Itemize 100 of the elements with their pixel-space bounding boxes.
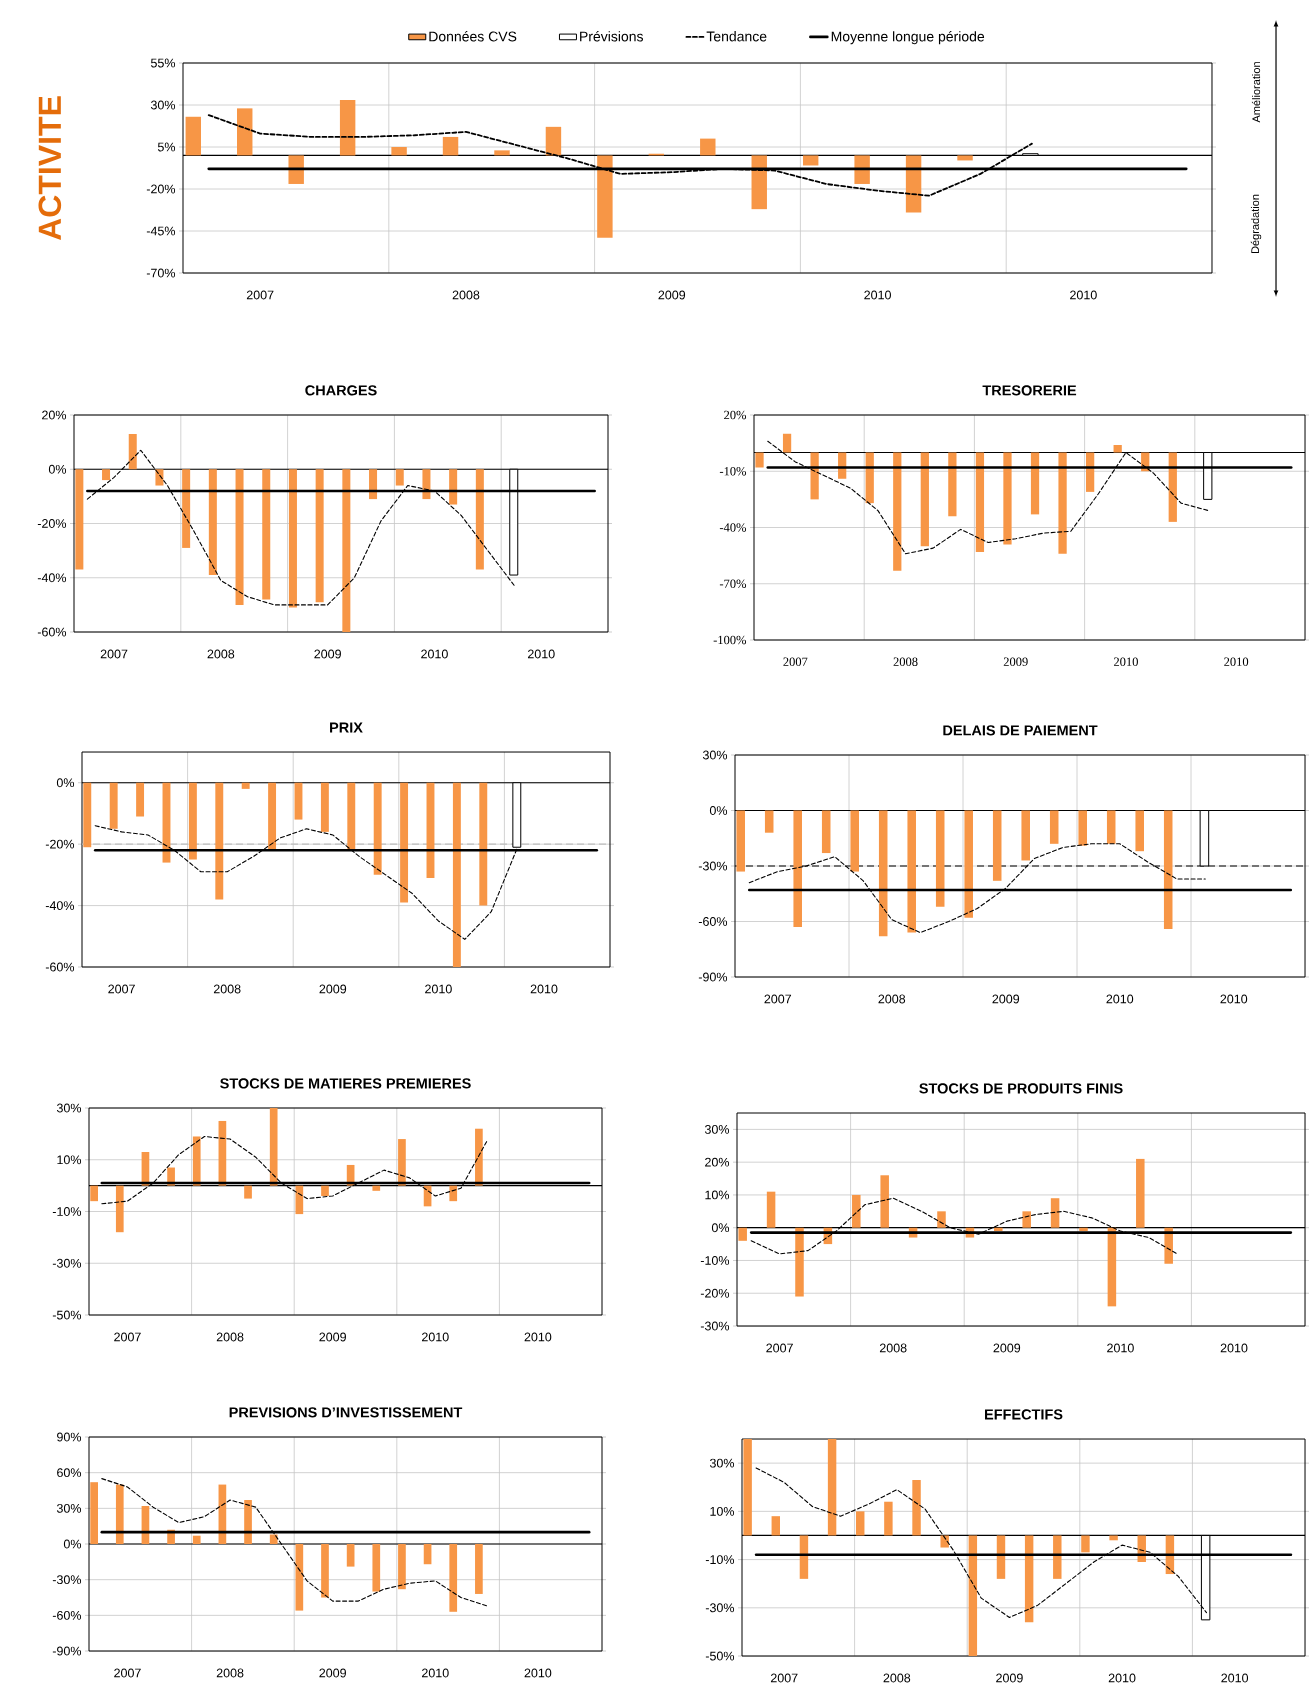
y-tick-label: -50% <box>52 1310 82 1320</box>
chart-title: STOCKS DE PRODUITS FINIS <box>919 1083 1123 1094</box>
y-tick-label: -60% <box>45 962 75 972</box>
y-tick-label: 10% <box>57 1155 82 1165</box>
bar <box>827 1439 837 1536</box>
legend-label: Moyenne longue période <box>831 31 985 45</box>
bar <box>771 1516 781 1536</box>
x-tick-label: 2007 <box>246 290 274 300</box>
bar <box>743 1439 752 1536</box>
bar <box>940 1535 949 1548</box>
bar <box>994 1227 1003 1231</box>
bar <box>115 1185 124 1233</box>
bar <box>1003 452 1012 545</box>
y-tick-label: -10% <box>719 467 747 476</box>
x-tick-label: 2008 <box>216 1668 244 1678</box>
y-tick-label: -40% <box>37 573 67 583</box>
x-tick-label: 2010 <box>425 984 452 994</box>
bar <box>1113 445 1122 453</box>
y-tick-label: -70% <box>146 268 176 278</box>
y-tick-label: -90% <box>698 972 728 982</box>
y-tick-label: 10% <box>705 1190 730 1200</box>
y-tick-label: -20% <box>37 519 67 528</box>
chart-title: CHARGES <box>305 385 377 396</box>
x-tick-label: 2008 <box>883 1673 911 1683</box>
y-tick-label: -30% <box>698 861 728 871</box>
y-tick-label: 30% <box>150 100 176 110</box>
x-tick-label: 2010 <box>1108 1673 1136 1683</box>
y-tick-label: -40% <box>45 901 75 911</box>
chart-title: PREVISIONS D’INVESTISSEMENT <box>229 1407 463 1418</box>
x-tick-label: 2010 <box>864 290 891 300</box>
bar <box>1030 452 1040 515</box>
bar <box>321 1185 329 1196</box>
bar <box>755 452 764 468</box>
bar <box>192 1535 201 1545</box>
bar <box>766 1191 776 1228</box>
bar <box>795 1227 804 1297</box>
x-tick-label: 2010 <box>1113 657 1138 666</box>
y-tick-label: -30% <box>700 1321 730 1331</box>
x-tick-label: 2008 <box>879 1343 907 1353</box>
y-tick-label: -20% <box>700 1288 730 1298</box>
bar <box>884 1501 893 1536</box>
bar <box>475 1128 483 1186</box>
bar <box>442 136 459 156</box>
bar <box>90 1482 98 1545</box>
y-tick-label: 30% <box>709 1458 735 1468</box>
x-tick-label: 2009 <box>319 984 347 994</box>
x-tick-label: 2010 <box>422 1332 449 1342</box>
x-tick-label: 2010 <box>524 1668 552 1678</box>
y-tick-label: -10% <box>705 1555 735 1565</box>
y-tick-label: 30% <box>56 1103 82 1113</box>
x-tick-label: 2010 <box>421 649 448 659</box>
bar <box>810 452 819 500</box>
y-tick-label: 60% <box>57 1468 82 1478</box>
x-tick-label: 2008 <box>216 1332 244 1342</box>
y-tick-label: -30% <box>705 1603 735 1613</box>
y-tick-label: -10% <box>700 1256 730 1265</box>
chart-title: STOCKS DE MATIERES PREMIERES <box>220 1078 471 1089</box>
bar <box>1079 1227 1088 1231</box>
y-tick-label: 0% <box>709 806 728 815</box>
y-tick-label: -30% <box>52 1575 82 1585</box>
y-tick-label: 5% <box>157 142 176 152</box>
bar <box>244 1185 252 1199</box>
x-tick-label: 2009 <box>992 994 1020 1004</box>
chart-title: DELAIS DE PAIEMENT <box>943 725 1098 736</box>
y-tick-label: 0% <box>63 1539 82 1549</box>
y-tick-label: -70% <box>719 579 747 588</box>
x-tick-label: 2010 <box>527 649 555 659</box>
x-tick-label: 2010 <box>1221 1673 1249 1683</box>
bar <box>937 1211 946 1228</box>
bar <box>912 1480 921 1536</box>
bar <box>782 433 792 453</box>
bar <box>494 150 510 156</box>
bar <box>1168 452 1177 522</box>
y-tick-label: 10% <box>710 1506 735 1516</box>
bar <box>372 1185 381 1191</box>
bar <box>372 1544 381 1592</box>
bar <box>475 1544 483 1594</box>
bar <box>288 155 304 184</box>
x-tick-label: 2010 <box>1107 1343 1134 1353</box>
bar <box>893 452 902 571</box>
bar <box>115 1484 124 1545</box>
x-tick-label: 2010 <box>1070 290 1097 300</box>
bar <box>185 116 202 156</box>
bar <box>700 138 716 156</box>
y-tick-label: -30% <box>52 1258 82 1268</box>
legend-label: Prévisions <box>580 31 644 42</box>
x-tick-label: 2010 <box>1220 994 1248 1004</box>
y-tick-label: 0% <box>48 464 67 474</box>
x-tick-label: 2007 <box>783 657 808 666</box>
bar <box>449 1185 458 1202</box>
y-tick-label: -50% <box>705 1651 735 1661</box>
bar <box>398 1544 406 1590</box>
bar <box>1136 1158 1145 1228</box>
bar <box>244 1500 252 1545</box>
bar <box>597 155 613 238</box>
x-tick-label: 2008 <box>213 984 241 994</box>
text: Amélioration <box>1251 62 1261 123</box>
x-tick-label: 2009 <box>1003 657 1028 666</box>
bar <box>1022 1211 1031 1228</box>
bar <box>948 452 957 517</box>
